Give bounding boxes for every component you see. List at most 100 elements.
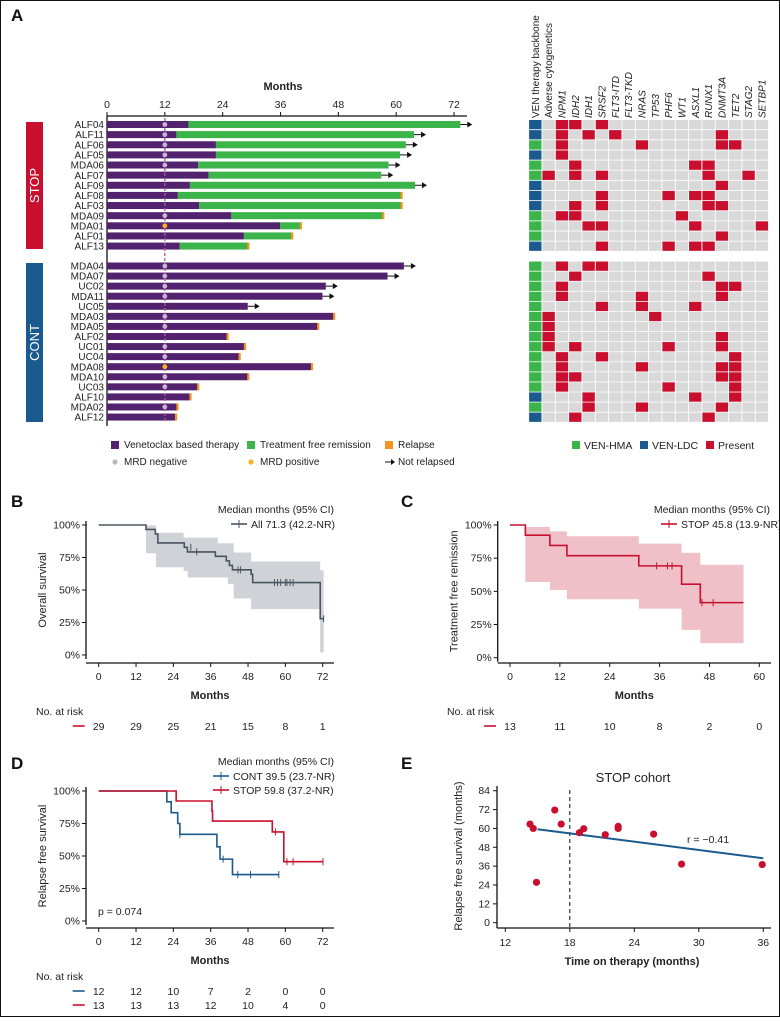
heatmap-cell-absent — [542, 120, 555, 130]
heatmap-cell-absent — [635, 412, 649, 422]
venetoclax-bar — [107, 393, 190, 401]
heatmap-cell-absent — [582, 352, 595, 362]
heatmap-column-label: RUNX1 — [704, 84, 715, 118]
x-tick-label: 30 — [693, 937, 705, 949]
y-tick-label: 50% — [59, 585, 80, 597]
swimmer-x-tick-label: 60 — [390, 99, 402, 111]
legend-label: STOP 45.8 (13.9-NR) — [681, 519, 779, 531]
heatmap-cell-absent — [742, 261, 755, 271]
heatmap-cell-absent — [622, 160, 635, 170]
heatmap-cell-absent — [542, 372, 555, 382]
heatmap-cell-absent — [702, 331, 715, 342]
risk-table-count: 29 — [130, 721, 142, 733]
heatmap-cell-absent — [702, 140, 715, 150]
y-tick-label: 100% — [465, 520, 492, 532]
heatmap-cell-absent — [675, 241, 689, 251]
heatmap-cell-absent — [635, 221, 649, 231]
heatmap-cell-absent — [609, 382, 622, 392]
patient-id-label: ALF09 — [75, 181, 105, 192]
heatmap-cell-absent — [582, 170, 595, 180]
mrd-negative-dot — [162, 344, 168, 349]
heatmap-cell-absent — [595, 160, 609, 170]
heatmap-cell-present — [715, 402, 729, 412]
heatmap-cell-present — [635, 362, 649, 372]
heatmap-cell-absent — [702, 221, 715, 231]
heatmap-cell-absent — [609, 402, 622, 412]
relapse-marker — [247, 373, 250, 381]
patient-id-label: UC01 — [78, 342, 104, 353]
heatmap-cell-absent — [542, 201, 555, 211]
heatmap-cell-absent — [662, 221, 675, 231]
heatmap-cell-absent — [742, 190, 755, 201]
heatmap-cell-absent — [729, 201, 742, 211]
km-curve-0 — [98, 790, 279, 876]
heatmap-cell-absent — [649, 201, 662, 211]
risk-table-count: 10 — [604, 721, 616, 733]
x-tick-label: 24 — [604, 671, 616, 683]
heatmap-backbone-cell — [529, 271, 542, 281]
heatmap-cell-absent — [662, 362, 675, 372]
heatmap-cell-absent — [555, 190, 569, 201]
risk-table-title: No. at risk — [447, 706, 495, 718]
heatmap-cell-present — [555, 281, 569, 291]
heatmap-cell-present — [569, 211, 582, 221]
heatmap-cell-present — [715, 362, 729, 372]
heatmap-cell-absent — [622, 352, 635, 362]
y-tick-label: 25% — [471, 619, 492, 631]
heatmap-cell-absent — [742, 271, 755, 281]
scatter-title: STOP cohort — [596, 770, 671, 785]
y-tick-label: 0% — [477, 652, 492, 664]
heatmap-cell-absent — [755, 402, 769, 412]
heatmap-backbone-cell — [529, 362, 542, 372]
heatmap-cell-absent — [635, 352, 649, 362]
heatmap-cell-absent — [755, 281, 769, 291]
heatmap-cell-absent — [662, 321, 675, 332]
heatmap-cell-absent — [649, 412, 662, 422]
legend-swatch — [111, 441, 119, 449]
mrd-negative-dot — [162, 263, 168, 269]
patient-id-label: MDA10 — [71, 372, 105, 383]
heatmap-cell-present — [555, 352, 569, 362]
heatmap-cell-present — [715, 201, 729, 211]
patient-id-label: MDA01 — [71, 221, 105, 232]
heatmap-cell-absent — [675, 170, 689, 180]
confidence-band — [525, 526, 744, 644]
heatmap-cell-absent — [755, 362, 769, 372]
y-tick-label: 100% — [53, 520, 80, 532]
risk-table-count: 25 — [168, 721, 180, 733]
mrd-negative-dot — [162, 324, 168, 329]
heatmap-cell-absent — [635, 170, 649, 180]
swimmer-x-axis-title: Months — [263, 81, 302, 93]
heatmap-cell-absent — [595, 291, 609, 302]
patient-id-label: ALF10 — [75, 393, 105, 404]
heatmap-cell-absent — [755, 352, 769, 362]
heatmap-column-label: PHF6 — [664, 92, 675, 118]
heatmap-cell-absent — [742, 180, 755, 191]
heatmap-cell-absent — [555, 301, 569, 312]
heatmap-cell-present — [555, 362, 569, 372]
heatmap-cell-absent — [729, 241, 742, 251]
heatmap-cell-absent — [742, 372, 755, 382]
mrd-negative-dot — [162, 283, 168, 289]
heatmap-cell-present — [715, 231, 729, 241]
legend-label: Venetoclax based therapy — [124, 440, 239, 451]
heatmap-cell-absent — [649, 150, 662, 160]
heatmap-cell-absent — [622, 130, 635, 140]
y-tick-label: 36 — [478, 861, 490, 873]
heatmap-cell-absent — [582, 291, 595, 302]
heatmap-backbone-cell — [529, 130, 542, 140]
heatmap-cell-absent — [662, 271, 675, 281]
heatmap-cell-absent — [582, 321, 595, 332]
heatmap-cell-absent — [729, 311, 742, 322]
heatmap-backbone-cell — [529, 241, 542, 251]
heatmap-cell-absent — [702, 372, 715, 382]
tfr-bar — [215, 151, 401, 159]
heatmap-cell-absent — [702, 180, 715, 191]
patient-id-label: ALF05 — [75, 150, 105, 161]
heatmap-cell-absent — [742, 301, 755, 312]
heatmap-cell-present — [715, 140, 729, 150]
heatmap-cell-absent — [755, 291, 769, 302]
heatmap-cell-present — [715, 291, 729, 302]
heatmap-backbone-cell — [529, 231, 542, 241]
not-relapsed-arrow-icon — [395, 162, 401, 169]
